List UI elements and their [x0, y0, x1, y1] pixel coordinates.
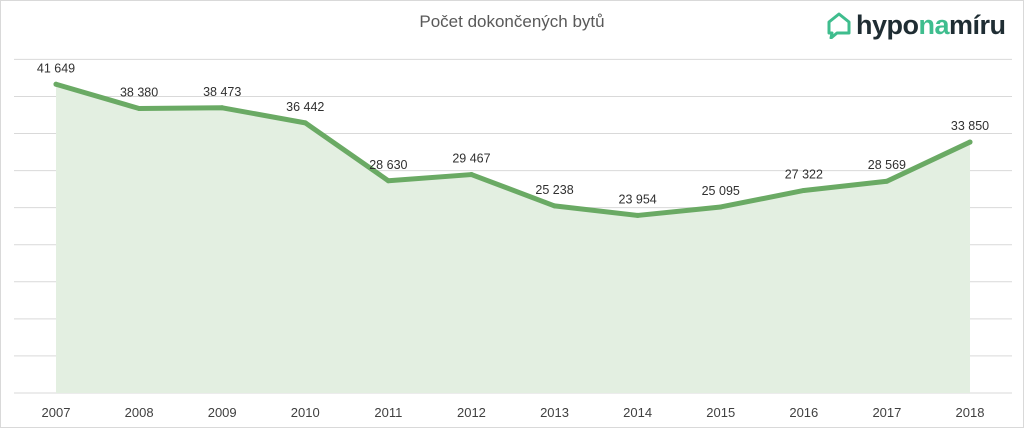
data-label-2017: 28 569 [868, 158, 906, 172]
data-label-2013: 25 238 [535, 183, 573, 197]
data-label-2009: 38 473 [203, 85, 241, 99]
x-axis-ticks: 2007 2008 2009 2010 2011 2012 2013 2014 2015 2016… [42, 405, 985, 420]
area-shape [56, 84, 970, 393]
data-point-2012 [468, 172, 474, 178]
data-label-2012: 29 467 [452, 152, 490, 166]
data-point-2014 [635, 212, 641, 218]
x-tick-2012: 2012 [457, 405, 486, 420]
data-label-2016: 27 322 [785, 167, 823, 181]
x-tick-2008: 2008 [125, 405, 154, 420]
logo-text: hyponamíru [856, 9, 1006, 40]
data-label-2008: 38 380 [120, 85, 158, 99]
data-labels: 41 649 38 380 38 473 36 442 28 630 29 467 25 2… [37, 61, 989, 218]
data-label-2014: 23 954 [619, 192, 657, 206]
x-tick-2015: 2015 [706, 405, 735, 420]
brand-logo: hyponamíru [826, 8, 1006, 42]
x-tick-2007: 2007 [42, 405, 71, 420]
x-tick-2010: 2010 [291, 405, 320, 420]
area-fill [56, 84, 970, 393]
house-chat-icon [827, 12, 851, 39]
chart-title: Počet dokončených bytů [419, 12, 605, 31]
data-point-2007 [53, 81, 59, 87]
x-tick-2009: 2009 [208, 405, 237, 420]
x-tick-2014: 2014 [623, 405, 652, 420]
x-tick-2016: 2016 [789, 405, 818, 420]
data-label-2011: 28 630 [369, 158, 407, 172]
data-point-2010 [302, 120, 308, 126]
x-tick-2011: 2011 [374, 405, 402, 420]
data-point-2011 [385, 178, 391, 184]
x-tick-2017: 2017 [872, 405, 901, 420]
x-tick-2018: 2018 [956, 405, 985, 420]
data-point-2009 [219, 105, 225, 111]
data-point-2018 [967, 139, 973, 145]
data-point-2013 [552, 203, 558, 209]
series-polyline [53, 81, 973, 218]
data-label-2018: 33 850 [951, 119, 989, 133]
x-tick-2013: 2013 [540, 405, 569, 420]
data-label-2015: 25 095 [702, 184, 740, 198]
data-point-2008 [136, 105, 142, 111]
data-point-2016 [801, 187, 807, 193]
data-point-2017 [884, 178, 890, 184]
data-point-2015 [718, 204, 724, 210]
data-label-2007: 41 649 [37, 61, 75, 75]
data-label-2010: 36 442 [286, 100, 324, 114]
series-line [53, 81, 973, 218]
